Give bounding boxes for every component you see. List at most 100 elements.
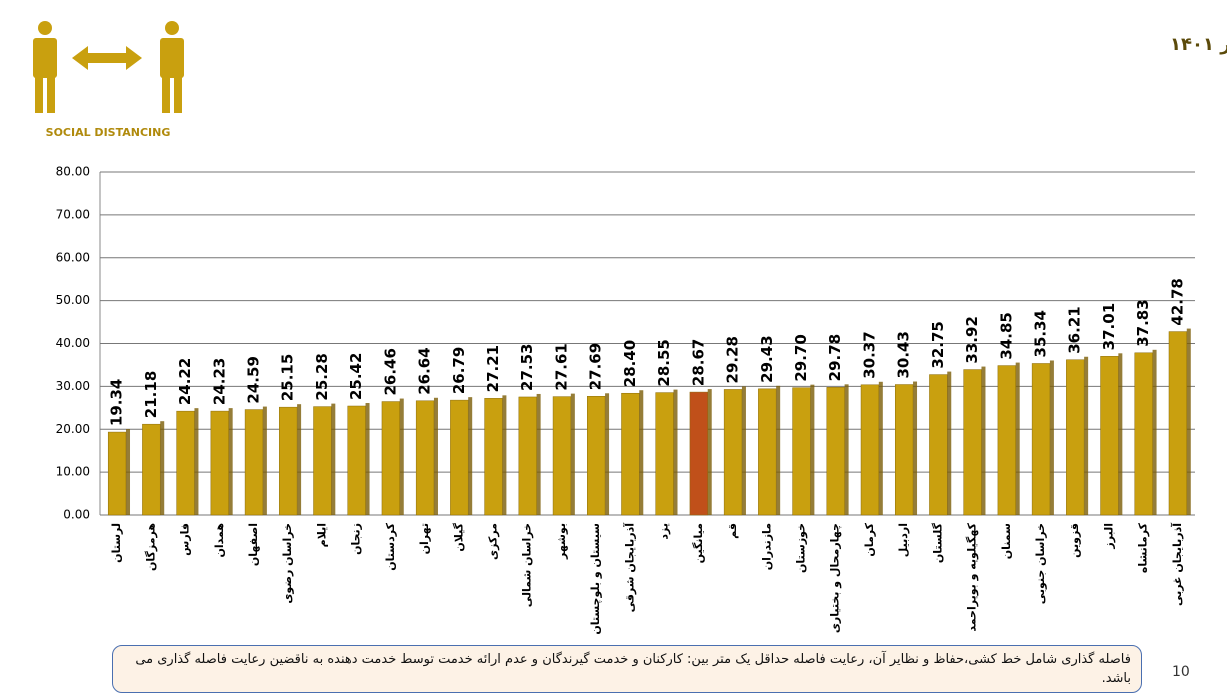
- value-label: 21.18: [142, 371, 160, 418]
- value-label: 24.59: [244, 356, 262, 403]
- bar-side: [297, 404, 302, 515]
- value-label: 42.78: [1168, 278, 1186, 325]
- bar-side: [160, 421, 165, 515]
- value-label: 29.28: [724, 336, 742, 383]
- x-tick-label: اصفهان: [247, 523, 260, 566]
- bar-side: [1015, 362, 1020, 515]
- x-tick-label: کردستان: [384, 522, 397, 570]
- value-label: 28.67: [689, 339, 707, 386]
- x-tick-label: تهران: [418, 523, 431, 554]
- value-label: 33.92: [963, 316, 981, 363]
- bar: [210, 410, 229, 516]
- value-label: 29.70: [792, 334, 810, 381]
- value-label: 27.21: [484, 345, 502, 392]
- y-tick-label: 80.00: [56, 165, 90, 179]
- x-tick-label: ایلام: [315, 523, 328, 547]
- bar-side: [1152, 349, 1157, 515]
- value-label: 25.15: [279, 354, 297, 401]
- bar-side: [399, 398, 404, 515]
- bar-side: [981, 366, 986, 515]
- bar-side: [1186, 328, 1191, 515]
- bar-side: [1049, 360, 1054, 515]
- bar: [894, 384, 914, 516]
- x-tick-label: قزوین: [1068, 523, 1081, 558]
- x-tick-label: کهگیلویه و بویراحمد: [966, 522, 979, 631]
- y-tick-label: 40.00: [56, 336, 90, 350]
- x-tick-label: خراسان شمالی: [521, 523, 534, 607]
- logo-text: SOCIAL DISTANCING: [46, 126, 171, 139]
- bar: [381, 401, 401, 516]
- bar-side: [126, 429, 131, 515]
- value-label: 29.43: [758, 335, 776, 382]
- bar-side: [639, 390, 644, 515]
- bar: [689, 391, 708, 516]
- bar-side: [365, 403, 370, 515]
- bar-side: [673, 389, 678, 515]
- value-label: 29.78: [826, 334, 844, 381]
- value-label: 32.75: [929, 321, 947, 368]
- y-tick-label: 70.00: [56, 207, 90, 221]
- value-label: 24.22: [176, 358, 194, 405]
- bar-side: [262, 406, 267, 515]
- bar: [723, 389, 743, 516]
- x-tick-label: چهارمحال و بختیاری: [829, 523, 842, 633]
- bar: [552, 396, 572, 516]
- value-label: 25.42: [347, 353, 365, 400]
- bar: [1100, 356, 1119, 516]
- bar-side: [570, 393, 575, 515]
- value-label: 25.28: [313, 353, 331, 400]
- x-tick-label: البرز: [1102, 523, 1115, 550]
- y-tick-label: 30.00: [56, 379, 90, 393]
- value-label: 26.79: [450, 347, 468, 394]
- bar-side: [536, 393, 541, 515]
- y-tick-label: 60.00: [56, 250, 90, 264]
- value-label: 24.23: [210, 358, 228, 405]
- bar-side: [228, 408, 233, 515]
- bar-side: [913, 381, 918, 515]
- bar: [1066, 359, 1085, 516]
- bar: [792, 387, 811, 516]
- x-tick-label: میانگین: [692, 523, 705, 563]
- bar: [758, 388, 777, 516]
- bar: [450, 399, 469, 516]
- x-tick-label: آذربایجان شرقی: [622, 523, 636, 613]
- x-tick-label: اردبیل: [897, 523, 910, 557]
- y-tick-label: 20.00: [56, 422, 90, 436]
- bar: [518, 396, 537, 516]
- y-tick-label: 10.00: [56, 465, 90, 479]
- y-tick-label: 0.00: [63, 508, 90, 522]
- bar-side: [844, 384, 849, 515]
- bar-side: [605, 393, 610, 515]
- bar-side: [502, 395, 507, 515]
- bar: [655, 392, 674, 516]
- x-tick-label: سمنان: [1000, 523, 1013, 559]
- bar: [313, 406, 332, 516]
- bar: [244, 409, 264, 516]
- bar-side: [878, 381, 883, 515]
- value-label: 27.61: [552, 343, 570, 390]
- x-tick-label: خوزستان: [794, 523, 807, 573]
- x-tick-label: گیلان: [452, 522, 465, 551]
- x-tick-label: خراسان جنوبی: [1034, 523, 1047, 604]
- value-label: 30.43: [895, 331, 913, 378]
- value-label: 34.85: [997, 312, 1015, 359]
- bar-side: [468, 397, 473, 515]
- bar: [826, 387, 845, 516]
- value-label: 36.21: [1066, 306, 1084, 353]
- y-tick-label: 50.00: [56, 293, 90, 307]
- page-number: 10: [1172, 664, 1190, 680]
- bar: [347, 405, 366, 516]
- bar: [279, 406, 298, 516]
- bar: [484, 398, 503, 516]
- value-label: 27.53: [518, 344, 536, 391]
- value-label: 30.37: [860, 331, 878, 378]
- x-tick-label: زنجان: [350, 523, 363, 555]
- value-label: 37.83: [1134, 299, 1152, 346]
- bar: [107, 431, 127, 516]
- bar-side: [810, 384, 815, 515]
- bar-side: [1118, 353, 1123, 515]
- value-label: 35.34: [1032, 310, 1050, 357]
- x-tick-label: کرمان: [863, 522, 876, 556]
- bar-side: [947, 371, 952, 515]
